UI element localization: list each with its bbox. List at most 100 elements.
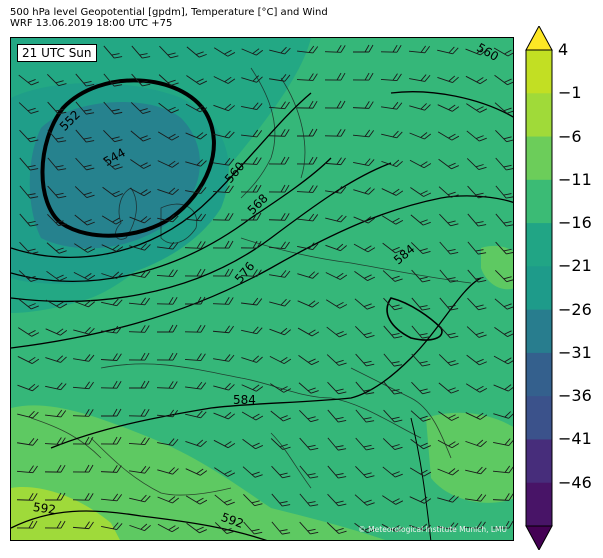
wind-barb <box>47 157 67 171</box>
wind-barb <box>240 269 262 277</box>
wind-barb <box>19 241 39 255</box>
wind-barb <box>354 522 376 534</box>
wind-barb <box>409 467 432 477</box>
wind-barb <box>327 381 347 395</box>
wind-barb <box>18 327 40 337</box>
wind-barb <box>411 325 431 339</box>
wind-barb <box>269 74 291 82</box>
valid-time-label: 21 UTC Sun <box>17 44 97 62</box>
wind-barb <box>73 271 96 281</box>
wind-barb <box>296 100 318 109</box>
colorbar-extend-min <box>525 525 553 550</box>
wind-barb <box>47 213 67 227</box>
wind-barb <box>185 410 207 419</box>
wind-barb <box>101 244 124 252</box>
colorbar-tick-label: −21 <box>558 256 592 276</box>
wind-barb <box>103 101 123 115</box>
wind-barb <box>353 158 375 166</box>
wind-barb <box>129 494 151 503</box>
wind-barb <box>438 186 459 198</box>
wind-barb <box>382 270 403 282</box>
colorbar-tick-label: −6 <box>558 126 582 146</box>
colorbar-tick-label: −26 <box>558 299 592 319</box>
colorbar-tick-label: −46 <box>558 472 592 492</box>
wind-barb <box>324 157 346 166</box>
temp-zone-minus11-east <box>426 412 513 503</box>
wind-barb <box>271 465 291 479</box>
wind-barb <box>212 240 234 249</box>
wind-barb <box>156 381 178 389</box>
wind-barb <box>131 45 151 59</box>
wind-barb <box>383 353 403 367</box>
wind-barb <box>17 383 39 392</box>
wind-barb <box>268 241 290 250</box>
wind-barb <box>72 409 94 417</box>
chart-subtitle: WRF 13.06.2019 18:00 UTC +75 <box>10 18 173 29</box>
colorbar-segment <box>526 266 552 311</box>
wind-barb <box>466 158 487 170</box>
wind-barb <box>16 465 38 474</box>
wind-barb <box>128 380 150 389</box>
wind-barb <box>129 523 151 532</box>
wind-barb <box>100 353 122 361</box>
wind-barb <box>297 242 319 251</box>
wind-barb <box>466 130 487 142</box>
wind-barb <box>128 325 150 333</box>
wind-barb <box>493 47 513 57</box>
temp-zone-minus6 <box>11 487 120 540</box>
wind-barb <box>184 241 206 249</box>
wind-barb <box>270 383 292 393</box>
wind-barb <box>467 241 487 255</box>
wind-barb <box>156 324 178 333</box>
wind-barb <box>18 102 39 114</box>
wind-barb <box>467 269 487 283</box>
wind-barb <box>214 494 235 506</box>
wind-barb <box>184 296 206 305</box>
wind-barb <box>128 297 150 306</box>
wind-barb <box>270 410 291 422</box>
wind-barb <box>408 45 431 54</box>
wind-barb <box>128 408 150 417</box>
wind-barb <box>212 268 234 277</box>
colorbar-tick-label: 4 <box>558 40 569 59</box>
wind-barb <box>128 437 150 446</box>
wind-barb <box>17 410 39 419</box>
wind-barb <box>185 439 207 447</box>
isohypses <box>11 78 513 540</box>
wind-barb <box>103 73 123 87</box>
wind-barb <box>18 298 39 310</box>
wind-barb <box>102 158 123 170</box>
wind-barb <box>158 102 179 114</box>
wind-barb <box>437 439 460 449</box>
wind-barb <box>438 382 459 394</box>
wind-barb <box>437 495 459 503</box>
wind-barb <box>465 75 488 85</box>
colorbar-tick-label: −1 <box>558 83 582 103</box>
colorbar-tick-label: −41 <box>558 429 592 449</box>
wind-barb <box>297 213 319 222</box>
wind-barb <box>326 326 347 338</box>
wind-barb <box>214 467 236 477</box>
wind-barb <box>354 298 375 310</box>
colorbar-segment <box>526 136 552 181</box>
contour-label-592-west: 592 <box>32 500 57 517</box>
wind-barb <box>467 297 487 311</box>
wind-barb <box>297 45 319 54</box>
wind-barb <box>410 438 431 450</box>
wind-barb <box>353 187 375 195</box>
wind-barb <box>466 326 487 338</box>
wind-barb <box>355 437 375 451</box>
wind-barb <box>185 103 208 113</box>
wind-barb <box>72 492 94 501</box>
wind-barb <box>465 466 487 475</box>
wind-barb <box>100 436 122 445</box>
wind-barb <box>269 355 292 365</box>
wind-barb <box>465 493 487 502</box>
wind-barb <box>73 299 95 308</box>
wind-barb <box>325 299 348 309</box>
wind-barb <box>354 494 375 506</box>
wind-barb <box>325 272 348 280</box>
wind-barb <box>19 185 39 199</box>
wind-barb <box>495 270 513 283</box>
wind-barb <box>185 495 208 505</box>
